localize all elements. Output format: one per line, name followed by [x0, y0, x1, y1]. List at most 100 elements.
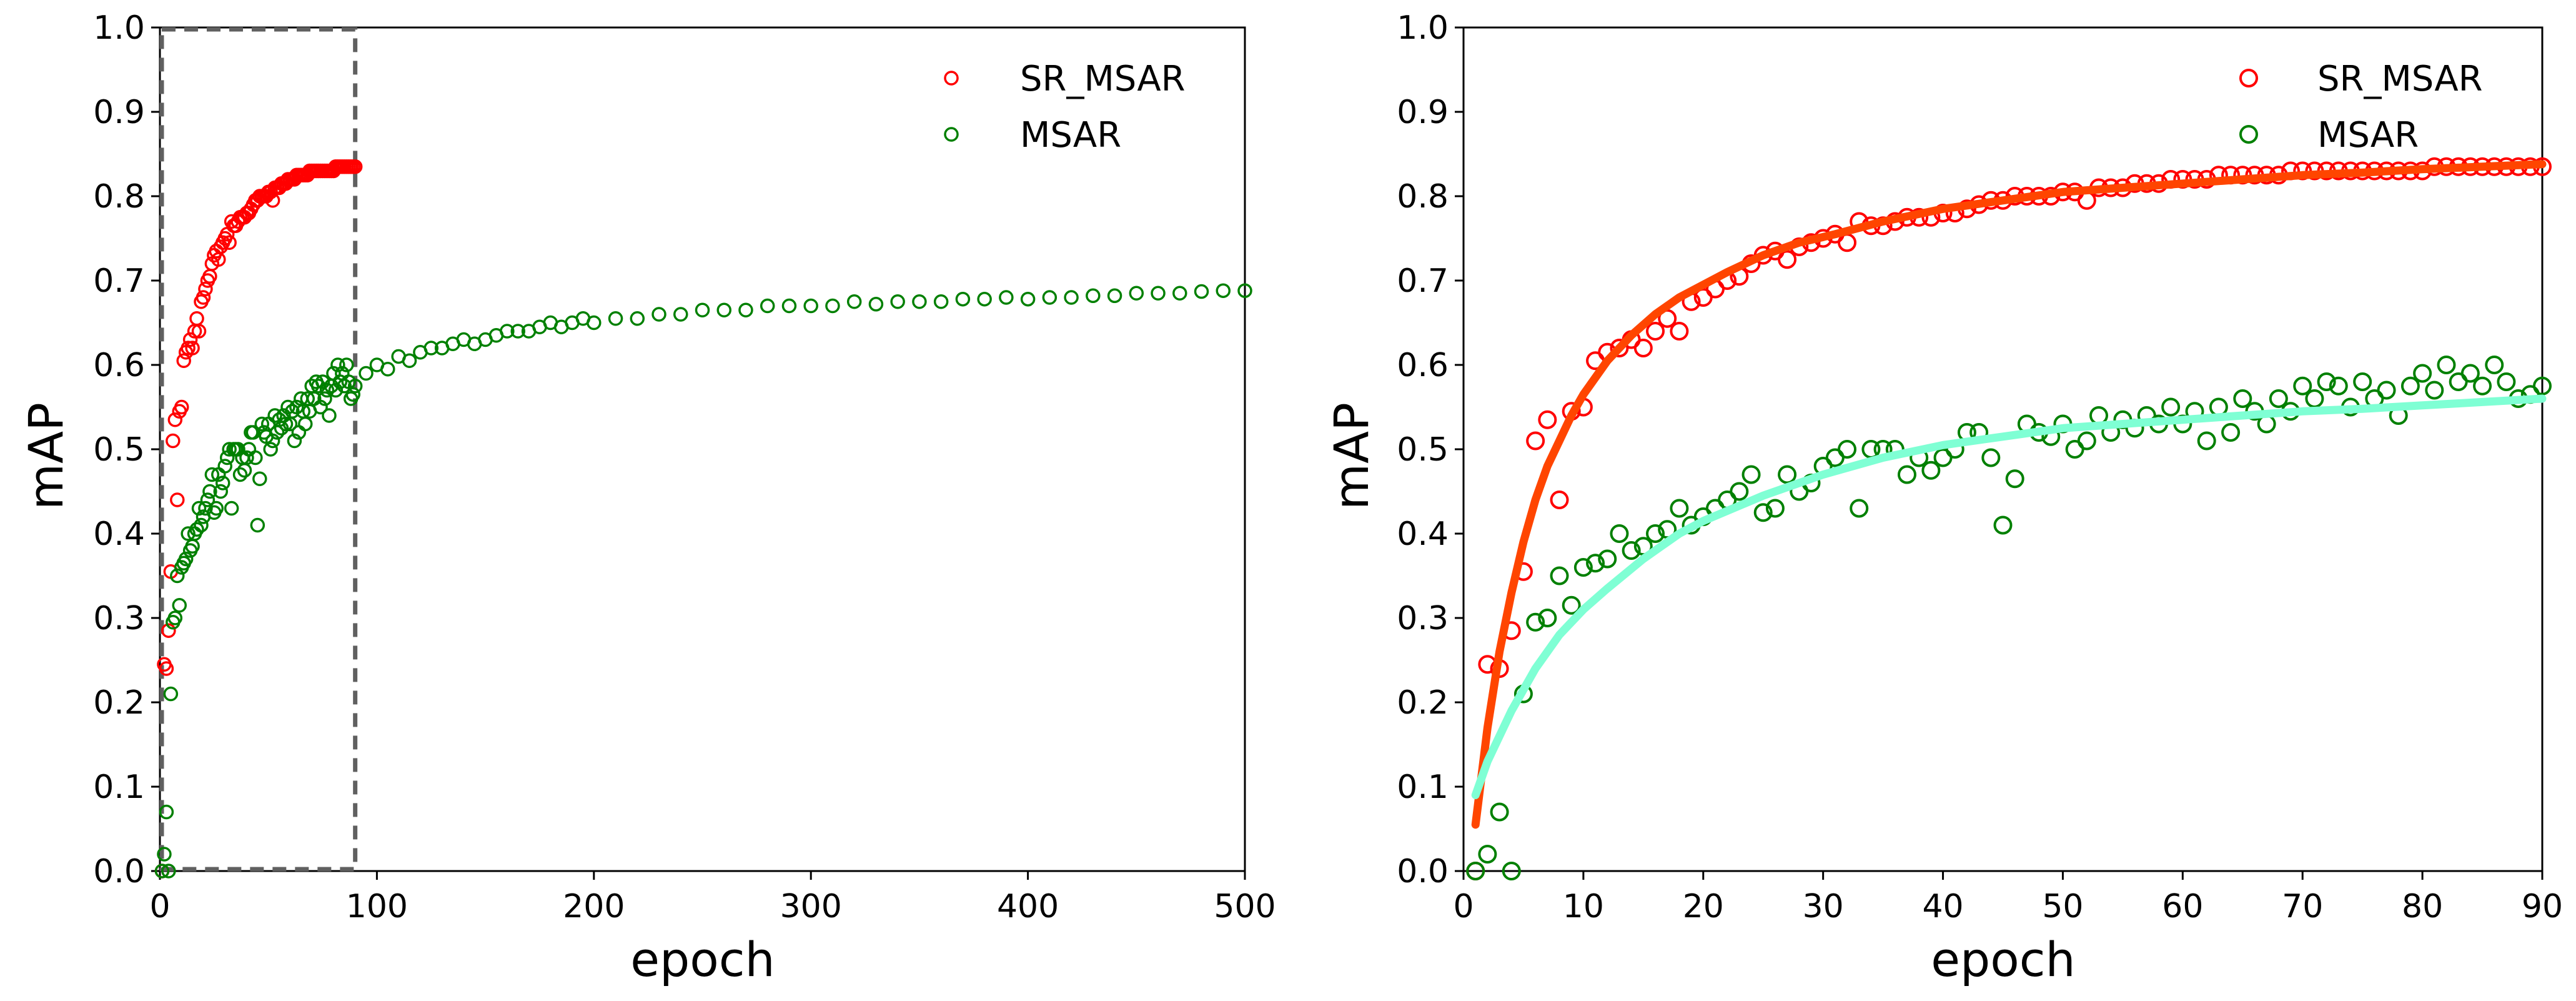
left-y-tick-label: 0.2 — [93, 684, 145, 722]
right-data-point — [1538, 410, 1557, 429]
left-data-point — [159, 804, 174, 820]
right-data-point — [2269, 389, 2288, 408]
right-data-point — [1778, 465, 1797, 484]
left-series-sr-msar — [154, 159, 363, 879]
left-data-point — [239, 450, 254, 466]
left-data-point — [339, 357, 354, 372]
left-data-point — [803, 298, 818, 314]
right-y-tick-label: 0.9 — [1397, 94, 1449, 131]
left-data-point — [176, 353, 191, 368]
left-data-point — [651, 307, 666, 322]
left-y-tick-label: 0.5 — [93, 431, 145, 469]
right-y-tick-label: 0.6 — [1397, 347, 1449, 384]
right-data-point — [2425, 381, 2444, 400]
left-data-point — [1107, 288, 1122, 304]
right-x-axis-label: epoch — [1931, 932, 2075, 987]
left-data-point — [1129, 286, 1144, 301]
left-x-tick-label: 0 — [149, 888, 170, 925]
left-y-tick-label: 0.8 — [93, 178, 145, 216]
left-data-point — [161, 864, 176, 879]
left-data-point — [933, 294, 949, 309]
left-data-point — [170, 568, 185, 584]
left-data-point — [1064, 290, 1079, 305]
left-data-point — [159, 661, 174, 676]
right-data-point — [1586, 554, 1605, 573]
right-data-point — [1562, 595, 1581, 615]
left-data-point — [189, 311, 204, 326]
left-data-point — [185, 539, 200, 554]
left-y-axis-label: mAP — [18, 402, 74, 510]
left-data-point — [222, 442, 237, 457]
left-data-point — [608, 311, 623, 326]
left-data-point — [587, 315, 602, 331]
left-data-point — [999, 290, 1014, 305]
left-x-tick-label: 400 — [997, 888, 1059, 925]
left-data-point — [1020, 291, 1036, 307]
left-data-point — [337, 379, 352, 394]
left-y-tick-label: 0.4 — [93, 515, 145, 553]
right-x-tick-label: 40 — [1922, 888, 1963, 925]
right-data-point — [1466, 862, 1485, 880]
right-y-tick-label: 0.0 — [1397, 853, 1449, 890]
left-data-point — [345, 387, 360, 402]
left-data-point — [285, 404, 300, 419]
left-data-point — [695, 302, 710, 317]
right-y-tick-label: 0.8 — [1397, 178, 1449, 216]
left-data-point — [781, 298, 797, 314]
right-data-point — [1765, 499, 1785, 518]
left-data-point — [182, 332, 198, 347]
right-data-point — [1778, 250, 1797, 269]
left-data-point — [1194, 284, 1209, 299]
right-data-point — [1573, 558, 1593, 577]
left-data-point — [630, 311, 645, 326]
right-data-point — [2497, 372, 2516, 391]
left-y-tick-label: 1.0 — [93, 9, 145, 47]
left-data-point — [161, 623, 176, 638]
right-data-point — [2077, 431, 2096, 451]
right-data-point — [1502, 862, 1521, 880]
right-data-point — [1646, 524, 1665, 543]
right-data-point — [1850, 499, 1869, 518]
right-legend-marker — [2239, 125, 2258, 144]
left-data-point — [194, 517, 209, 533]
right-data-point — [1610, 524, 1629, 543]
right-x-tick-label: 60 — [2162, 888, 2203, 925]
right-data-point — [1993, 515, 2013, 535]
right-data-point — [2317, 372, 2336, 391]
left-data-point — [198, 281, 213, 297]
left-data-point — [1172, 286, 1187, 301]
left-data-point — [232, 467, 248, 482]
left-data-point — [347, 159, 363, 174]
left-data-point — [313, 399, 328, 415]
left-data-point — [738, 302, 753, 317]
left-data-point — [252, 471, 267, 486]
left-data-point — [500, 324, 515, 339]
right-legend-label: MSAR — [2317, 115, 2419, 156]
right-x-tick-label: 70 — [2282, 888, 2323, 925]
right-data-point — [2293, 376, 2312, 396]
left-data-point — [181, 526, 196, 541]
right-data-point — [1550, 491, 1569, 509]
left-data-point — [510, 324, 525, 339]
right-data-point — [1921, 461, 1941, 480]
left-data-point — [215, 476, 230, 491]
left-data-point — [424, 341, 438, 356]
left-data-point — [230, 442, 245, 457]
right-data-point — [2353, 372, 2372, 391]
right-y-tick-label: 1.0 — [1397, 9, 1449, 47]
left-data-point — [189, 522, 204, 537]
left-data-point — [248, 450, 263, 466]
right-x-tick-label: 30 — [1803, 888, 1844, 925]
right-legend-label: SR_MSAR — [2317, 59, 2483, 99]
left-data-point — [280, 399, 295, 415]
left-data-point — [760, 298, 775, 314]
left-data-point — [298, 416, 313, 432]
left-data-point — [359, 366, 374, 381]
left-x-tick-label: 500 — [1214, 888, 1276, 925]
left-data-point — [1086, 288, 1101, 304]
left-y-tick-label: 0.1 — [93, 769, 145, 806]
right-data-point — [1550, 566, 1569, 585]
left-data-point — [955, 291, 971, 307]
right-data-point — [1598, 549, 1617, 569]
